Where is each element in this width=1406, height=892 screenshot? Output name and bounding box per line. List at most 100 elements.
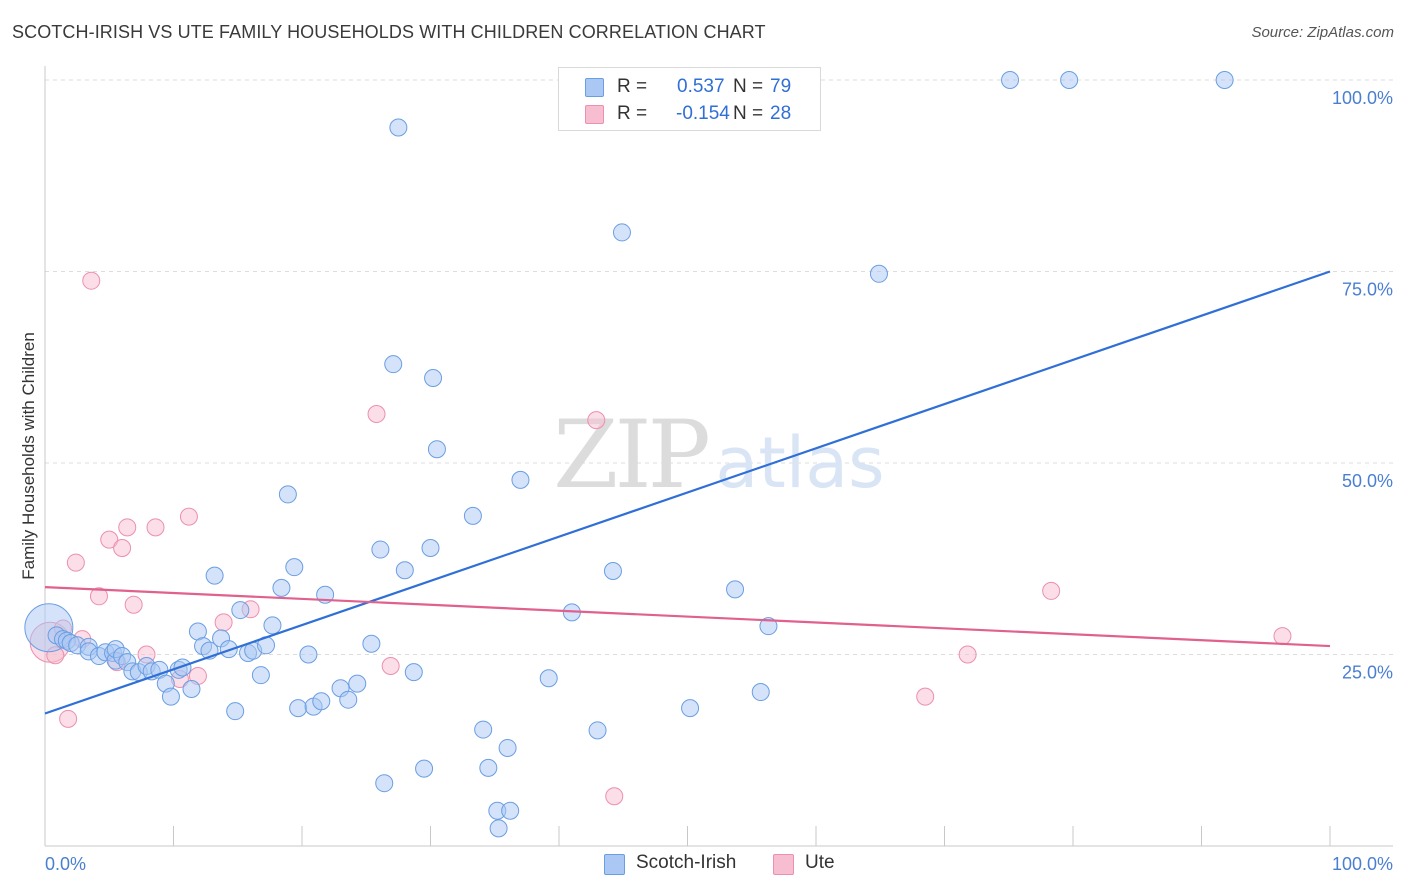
scotch-irish-point	[463, 506, 482, 525]
scotch-irish-point	[362, 634, 381, 653]
ute-point	[118, 518, 137, 537]
chart-title: SCOTCH-IRISH VS UTE FAMILY HOUSEHOLDS WI…	[12, 22, 766, 42]
ute-point	[59, 709, 78, 728]
scotch-irish-point	[539, 669, 558, 688]
scotch-irish-point	[226, 702, 245, 721]
scotch-irish-point	[474, 720, 493, 739]
legend-n-value: 79	[770, 76, 792, 97]
legend-r-label: R =	[617, 103, 648, 124]
ute-point	[179, 507, 198, 526]
ute-point	[66, 553, 85, 572]
scotch-irish-points	[24, 71, 1234, 838]
y-tick-label: 25.0%	[1342, 663, 1393, 683]
y-tick-label: 50.0%	[1342, 471, 1393, 491]
scotch-irish-point	[498, 738, 517, 757]
scotch-irish-point	[263, 616, 282, 635]
ute-point	[89, 587, 108, 606]
scotch-irish-point	[173, 658, 192, 677]
ute-point	[146, 518, 165, 537]
scotch-irish-point	[205, 566, 224, 585]
scotch-irish-point	[339, 690, 358, 709]
scotch-irish-point	[588, 721, 607, 740]
scotch-irish-point	[759, 617, 778, 636]
scotch-irish-point	[511, 470, 530, 489]
legend-n-value: 28	[770, 103, 792, 124]
scotch-irish-point	[272, 578, 291, 597]
y-tick-label: 100.0%	[1332, 88, 1393, 108]
scotch-irish-point	[1060, 71, 1079, 89]
scotch-irish-point	[424, 368, 443, 387]
y-axis-label: Family Households with Children	[19, 332, 38, 580]
scotch-irish-point	[371, 540, 390, 559]
scotch-irish-point	[726, 580, 745, 599]
scotch-irish-point	[348, 674, 367, 693]
legend-n-label: N =	[733, 103, 764, 124]
ute-point	[82, 271, 101, 290]
scotch-irish-point	[427, 440, 446, 459]
scotch-irish-point	[285, 558, 304, 577]
scotch-irish-point	[501, 801, 520, 820]
ute-point	[113, 539, 132, 558]
scotch-irish-point	[161, 687, 180, 706]
ute-trend-line	[44, 585, 1331, 648]
legend-r-value: 0.537	[677, 76, 725, 97]
scotch-irish-point	[389, 118, 408, 137]
source-credit: Source: ZipAtlas.com	[1251, 24, 1394, 41]
ute-point	[381, 656, 400, 675]
scotch-irish-point	[603, 562, 622, 581]
ute-point	[1042, 581, 1061, 600]
scotch-irish-point	[395, 561, 414, 580]
scotch-irish-point	[869, 264, 888, 283]
correlation-legend: R = 0.537 N = 79 R = -0.154 N = 28	[558, 67, 821, 131]
axes	[44, 66, 1393, 847]
legend-r-value: -0.154	[676, 103, 730, 124]
scotch-irish-point	[1001, 71, 1020, 89]
watermark-atlas: atlas	[715, 422, 884, 504]
legend-label-scotch-irish: Scotch-Irish	[636, 852, 737, 873]
x-tick-label: 0.0%	[45, 854, 86, 874]
blue-swatch-icon	[585, 78, 604, 97]
scotch-irish-point	[231, 601, 250, 620]
scotch-irish-point	[182, 679, 201, 698]
ute-point	[100, 530, 119, 549]
ute-points	[29, 271, 1292, 806]
scotch-irish-point	[404, 663, 423, 682]
blue-swatch-icon	[604, 854, 625, 875]
scotch-irish-point	[289, 699, 308, 718]
scotch-irish-point	[612, 223, 631, 242]
ute-point	[214, 613, 233, 632]
pink-swatch-icon	[773, 854, 794, 875]
tick-labels: 25.0% 50.0% 75.0% 100.0% 0.0% 100.0%	[45, 88, 1393, 874]
ute-point	[587, 411, 606, 430]
scotch-irish-point	[278, 485, 297, 504]
watermark-zip: ZIP	[553, 401, 707, 510]
ute-point	[605, 787, 624, 806]
ute-point	[1273, 627, 1292, 646]
scotch-irish-point	[479, 758, 498, 777]
scotch-irish-point	[751, 683, 770, 702]
scotch-irish-trend-line	[44, 270, 1331, 715]
legend-label-ute: Ute	[805, 852, 835, 873]
scotch-irish-point	[299, 645, 318, 664]
scotch-irish-point	[312, 692, 331, 711]
scotch-irish-point	[375, 774, 394, 793]
y-tick-label: 75.0%	[1342, 280, 1393, 300]
scotch-irish-point	[421, 539, 440, 558]
scotch-irish-point	[251, 666, 270, 685]
trend-lines	[44, 270, 1331, 715]
ute-point	[367, 404, 386, 423]
legend-n-label: N =	[733, 76, 764, 97]
scotch-irish-point	[415, 759, 434, 778]
pink-swatch-icon	[585, 105, 604, 124]
watermark: ZIP atlas	[553, 401, 884, 510]
ute-point	[958, 645, 977, 664]
scotch-irish-point	[384, 355, 403, 374]
gridlines	[45, 79, 1393, 655]
scotch-irish-point	[681, 699, 700, 718]
ute-point	[916, 687, 935, 706]
legend-r-label: R =	[617, 76, 648, 97]
scotch-irish-point	[489, 819, 508, 838]
x-tick-label: 100.0%	[1332, 854, 1393, 874]
ute-point	[124, 595, 143, 614]
